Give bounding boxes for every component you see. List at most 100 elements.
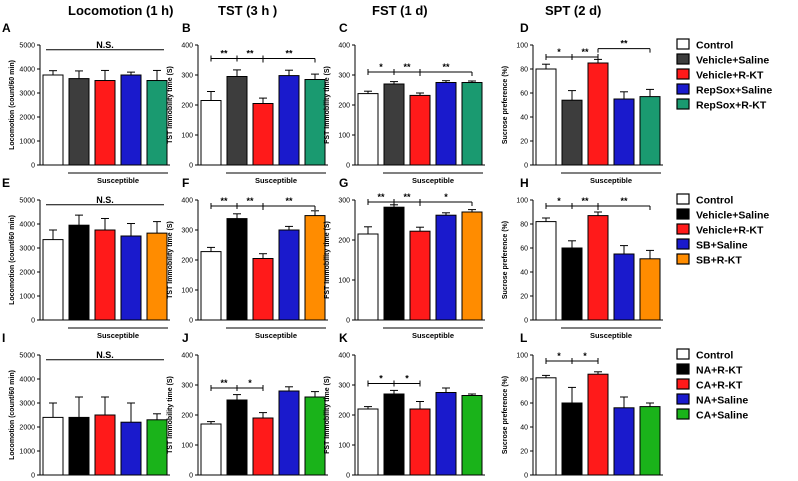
bar xyxy=(461,395,483,476)
y-tick-label: 100 xyxy=(181,288,193,295)
column-title: FST (1 d) xyxy=(372,3,428,18)
bar xyxy=(120,235,142,321)
significance-label: * xyxy=(557,351,561,361)
y-tick-label: 40 xyxy=(520,115,528,122)
bar xyxy=(304,215,326,321)
y-tick-label: 4000 xyxy=(19,222,35,229)
bar xyxy=(94,229,116,321)
panel-J: J 0 100 200 300 400 TST Immobility time (S) Sus… xyxy=(167,331,328,480)
group-label: Susceptible xyxy=(255,331,297,340)
legend-swatch xyxy=(676,238,690,250)
y-tick-label: 100 xyxy=(338,278,350,285)
y-tick-label: 5000 xyxy=(19,43,35,50)
bar xyxy=(146,419,168,476)
bar xyxy=(304,396,326,476)
significance-label: N.S. xyxy=(96,350,114,360)
legend: Control NA+R-KT CA+R-KT NA+Saline CA+Saline xyxy=(676,348,748,422)
y-axis-label: FST Immobility time (S) xyxy=(324,221,331,299)
y-axis-label: Locomotion (count/60 min) xyxy=(9,215,16,305)
significance-label: * xyxy=(444,192,448,202)
legend-swatch xyxy=(676,378,690,390)
bar xyxy=(587,62,609,166)
panel-I: I 0 1000 2000 3000 4000 5000 Locomotion (count/… xyxy=(2,331,170,480)
y-axis-label: FST Immobility time (S) xyxy=(324,376,331,454)
panel-F: F 0 100 200 300 400 TST Immobility time (S) Sus… xyxy=(167,176,328,340)
y-tick-label: 2000 xyxy=(19,270,35,277)
significance-label: ** xyxy=(581,47,589,57)
bar xyxy=(461,82,483,166)
significance-label: ** xyxy=(220,49,228,59)
significance-label: ** xyxy=(246,49,254,59)
panel-letter: A xyxy=(2,21,11,35)
y-tick-label: 5000 xyxy=(19,353,35,360)
bar xyxy=(561,247,583,321)
bar xyxy=(409,230,431,321)
y-tick-label: 300 xyxy=(338,198,350,205)
y-tick-label: 0 xyxy=(524,318,528,325)
bar xyxy=(613,407,635,476)
group-label: Susceptible xyxy=(412,176,454,185)
bar xyxy=(613,253,635,321)
legend-swatch xyxy=(676,393,690,405)
y-tick-label: 100 xyxy=(516,43,528,50)
y-tick-label: 400 xyxy=(338,353,350,360)
legend-label: Control xyxy=(696,350,733,362)
panel-L: L 0 20 40 60 80 100 Sucrose preference (%) Susce… xyxy=(502,331,663,480)
y-tick-label: 100 xyxy=(338,133,350,140)
significance-label: ** xyxy=(403,62,411,72)
y-tick-label: 400 xyxy=(338,43,350,50)
bar xyxy=(68,224,90,321)
bar xyxy=(278,229,300,321)
bar xyxy=(252,258,274,321)
significance-label: * xyxy=(405,374,409,384)
y-tick-label: 2000 xyxy=(19,115,35,122)
legend-swatch xyxy=(676,253,690,265)
y-tick-label: 0 xyxy=(524,473,528,480)
y-tick-label: 100 xyxy=(181,133,193,140)
bar xyxy=(561,99,583,166)
panel-letter: L xyxy=(520,331,527,345)
bar xyxy=(561,402,583,476)
legend-label: CA+R-KT xyxy=(696,380,743,392)
y-tick-label: 0 xyxy=(189,473,193,480)
bar xyxy=(226,76,248,166)
panel-E: E 0 1000 2000 3000 4000 5000 Locomotion (count/… xyxy=(2,176,170,340)
legend-swatch xyxy=(676,98,690,110)
y-axis-label: TST Immobility time (S) xyxy=(167,221,174,299)
y-tick-label: 300 xyxy=(181,383,193,390)
bar xyxy=(535,377,557,476)
significance-label: N.S. xyxy=(96,40,114,50)
panel-D: D 0 20 40 60 80 100 Sucrose preference (%) Susce… xyxy=(502,21,663,185)
significance-label: ** xyxy=(620,196,628,206)
bar xyxy=(252,103,274,166)
bar xyxy=(226,399,248,476)
bar xyxy=(357,93,379,166)
bar xyxy=(461,211,483,321)
y-tick-label: 0 xyxy=(31,473,35,480)
bar xyxy=(383,206,405,321)
bar xyxy=(639,406,661,476)
y-tick-label: 60 xyxy=(520,246,528,253)
y-tick-label: 300 xyxy=(338,383,350,390)
y-tick-label: 400 xyxy=(181,353,193,360)
legend-swatch xyxy=(676,363,690,375)
y-tick-label: 200 xyxy=(338,103,350,110)
legend-swatch xyxy=(676,53,690,65)
group-label: Susceptible xyxy=(590,331,632,340)
legend-label: RepSox+R-KT xyxy=(696,100,767,112)
panel-G: G 0 100 200 300 FST Immobility time (S) Suscep… xyxy=(324,176,485,340)
bar xyxy=(42,74,64,166)
bar xyxy=(383,393,405,476)
bar xyxy=(146,80,168,166)
panel-H: H 0 20 40 60 80 100 Sucrose preference (%) Susce… xyxy=(502,176,663,340)
significance-label: ** xyxy=(220,196,228,206)
bar xyxy=(200,423,222,476)
significance-label: * xyxy=(557,196,561,206)
panel-C: C 0 100 200 300 400 FST Immobility time (S) Sus… xyxy=(324,21,485,185)
y-axis-label: Locomotion (count/60 min) xyxy=(9,60,16,150)
bar xyxy=(200,100,222,166)
y-tick-label: 20 xyxy=(520,294,528,301)
y-axis-label: Sucrose preference (%) xyxy=(502,376,509,454)
y-tick-label: 3000 xyxy=(19,91,35,98)
group-label: Susceptible xyxy=(590,176,632,185)
